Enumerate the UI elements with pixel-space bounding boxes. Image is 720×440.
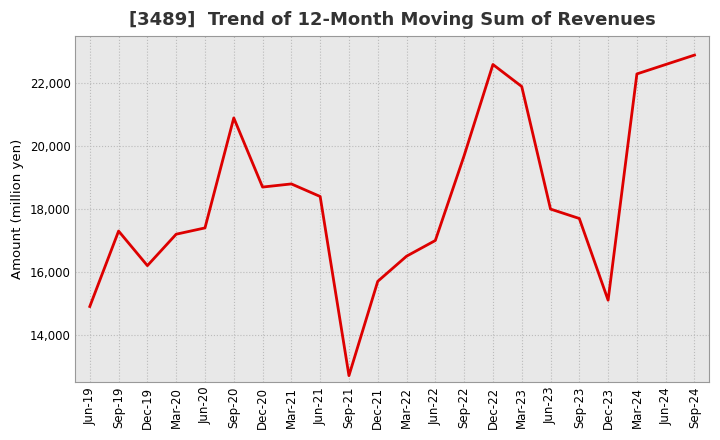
Title: [3489]  Trend of 12-Month Moving Sum of Revenues: [3489] Trend of 12-Month Moving Sum of R… xyxy=(129,11,655,29)
Y-axis label: Amount (million yen): Amount (million yen) xyxy=(11,139,24,279)
